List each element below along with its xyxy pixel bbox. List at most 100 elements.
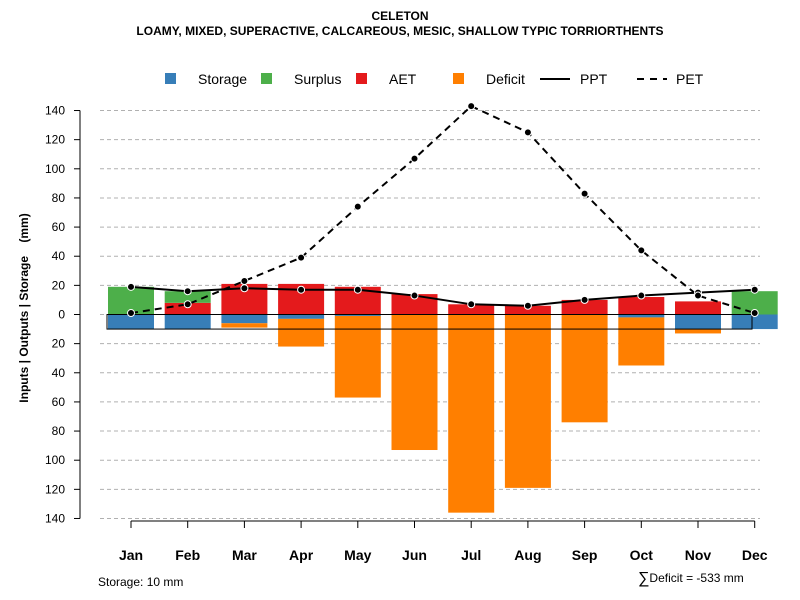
bar-deficit-nov xyxy=(675,329,721,334)
legend-surplus-swatch xyxy=(261,73,272,84)
point-ppt-sep xyxy=(580,295,589,304)
point-ppt-feb xyxy=(183,287,192,296)
x-tick-label-dec: Dec xyxy=(742,547,768,563)
point-pet-oct xyxy=(637,246,646,255)
y-tick-label: 140 xyxy=(45,511,65,525)
bar-aet-aug xyxy=(504,305,551,315)
y-tick-label: 40 xyxy=(52,249,66,263)
bar-deficit-mar xyxy=(221,323,268,328)
point-ppt-jun xyxy=(410,291,419,300)
x-tick-label-jul: Jul xyxy=(461,547,481,563)
x-tick-label-feb: Feb xyxy=(175,547,200,563)
deficit-note: ∑Deficit = -533 mm xyxy=(638,570,744,588)
sigma-symbol: ∑ xyxy=(638,570,650,587)
bar-storage-jan xyxy=(108,314,154,330)
y-tick-label: 100 xyxy=(45,162,65,176)
bar-aet-sep xyxy=(561,299,608,315)
x-tick-label-jun: Jun xyxy=(402,547,427,563)
y-tick-label: 40 xyxy=(52,366,66,380)
bar-surplus-feb xyxy=(164,291,211,303)
storage-capacity-box xyxy=(106,314,753,330)
y-axis: 140 120 100 80 60 40 20 0 20 40 60 80 100 120 140 xyxy=(45,104,81,525)
point-pet-feb xyxy=(183,300,192,309)
bar-deficit-sep xyxy=(561,314,608,423)
point-ppt-oct xyxy=(637,291,646,300)
bar-storage-dec xyxy=(731,314,778,330)
x-tick-label-oct: Oct xyxy=(630,547,654,563)
point-pet-apr xyxy=(297,253,306,262)
bar-storage-oct xyxy=(618,314,665,318)
y-tick-label: 120 xyxy=(45,133,65,147)
bar-deficit-aug xyxy=(504,314,551,488)
bar-aet-jun xyxy=(391,294,438,315)
point-ppt-aug xyxy=(523,301,532,310)
storage-box xyxy=(106,314,753,330)
point-ppt-mar xyxy=(240,284,249,293)
x-tick-label-nov: Nov xyxy=(685,547,712,563)
bar-deficit-apr xyxy=(278,318,325,347)
legend: Storage Surplus AET Deficit PPT PET xyxy=(165,71,704,87)
point-pet-sep xyxy=(580,189,589,198)
x-tick-label-sep: Sep xyxy=(572,547,598,563)
x-axis: Jan Feb Mar Apr May Jun Jul Aug Sep Oct Nov Dec xyxy=(119,520,768,563)
bar-storage-apr xyxy=(278,314,325,319)
bar-aet-jul xyxy=(448,304,495,315)
point-ppt-apr xyxy=(297,285,306,294)
deficit-note-text: Deficit = -533 mm xyxy=(649,571,744,585)
y-tick-label: 20 xyxy=(52,337,66,351)
bar-storage-feb xyxy=(164,314,211,330)
bar-aet-oct xyxy=(618,297,665,315)
x-tick-label-aug: Aug xyxy=(514,547,541,563)
legend-storage-swatch xyxy=(165,73,176,84)
legend-aet-label: AET xyxy=(389,71,417,87)
line-pet xyxy=(130,104,755,315)
y-tick-label: 20 xyxy=(52,278,66,292)
storage-note: Storage: 10 mm xyxy=(98,575,184,589)
bar-storage-may xyxy=(334,314,381,316)
x-tick-label-may: May xyxy=(344,547,371,563)
line-ppt xyxy=(130,285,755,307)
y-tick-label: 60 xyxy=(52,395,66,409)
point-pet-jun xyxy=(410,154,419,163)
y-tick-label: 0 xyxy=(58,308,65,322)
legend-surplus-label: Surplus xyxy=(294,71,341,87)
point-pet-jan xyxy=(127,309,135,318)
bar-deficit-jun xyxy=(391,314,438,451)
legend-ppt-label: PPT xyxy=(580,71,608,87)
y-tick-label: 60 xyxy=(52,220,66,234)
y-tick-label: 80 xyxy=(52,191,66,205)
x-tick-label-apr: Apr xyxy=(289,547,314,563)
bar-storage-mar xyxy=(221,314,268,324)
x-tick-label-mar: Mar xyxy=(232,547,257,563)
y-tick-label: 80 xyxy=(52,424,66,438)
point-ppt-dec xyxy=(750,285,759,294)
bar-aet-nov xyxy=(675,301,721,315)
point-pet-nov xyxy=(694,291,702,300)
y-tick-label: 100 xyxy=(45,453,65,467)
bar-aet-feb xyxy=(164,302,211,315)
y-tick-label: 120 xyxy=(45,482,65,496)
legend-deficit-swatch xyxy=(453,73,464,84)
y-axis-label: Inputs | Outputs | Storage (mm) xyxy=(17,213,31,402)
point-ppt-may xyxy=(353,285,362,294)
legend-storage-label: Storage xyxy=(198,71,247,87)
lines xyxy=(127,102,759,318)
bar-deficit-oct xyxy=(618,317,665,366)
chart-subtitle: LOAMY, MIXED, SUPERACTIVE, CALCAREOUS, M… xyxy=(136,24,664,38)
bar-surplus-dec xyxy=(731,291,778,315)
x-tick-label-jan: Jan xyxy=(119,547,143,563)
bars xyxy=(108,283,778,513)
legend-aet-swatch xyxy=(356,73,367,84)
y-tick-label: 140 xyxy=(45,104,65,118)
point-pet-jul xyxy=(467,102,476,111)
bar-storage-nov xyxy=(675,314,721,330)
point-pet-may xyxy=(353,202,362,211)
point-pet-dec xyxy=(750,309,759,318)
chart-title: CELETON xyxy=(371,9,429,23)
legend-pet-label: PET xyxy=(676,71,704,87)
point-pet-aug xyxy=(523,128,532,137)
bar-deficit-jul xyxy=(448,314,495,513)
point-pet-mar xyxy=(240,276,249,285)
point-ppt-jul xyxy=(467,300,476,309)
